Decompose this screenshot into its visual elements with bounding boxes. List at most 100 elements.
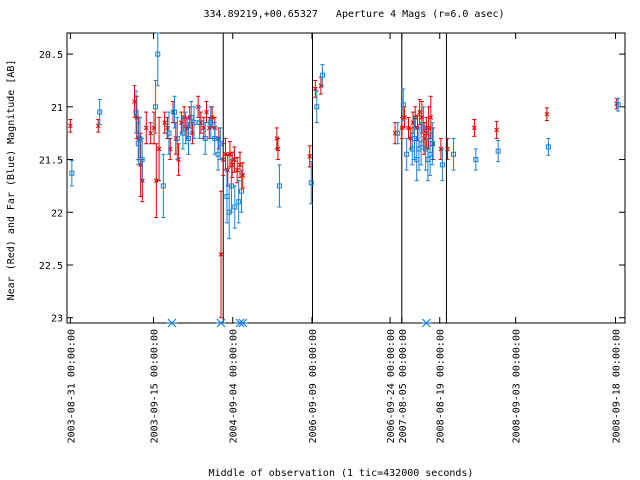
near-point xyxy=(307,145,313,168)
marker-x xyxy=(471,125,477,131)
near-point xyxy=(471,118,477,137)
near-point xyxy=(156,116,162,182)
far-point xyxy=(224,169,230,224)
x-tick-label: 2008-09-03 00:00:00 xyxy=(512,329,523,443)
far-point xyxy=(404,137,410,171)
marker-x xyxy=(544,111,550,117)
near-point xyxy=(417,98,423,126)
marker-x xyxy=(423,130,429,136)
marker-square xyxy=(188,114,194,120)
far-point xyxy=(545,137,551,156)
marker-square xyxy=(183,125,189,131)
x-tick-label: 2007-08-05 00:00:00 xyxy=(398,329,409,443)
marker-x xyxy=(223,151,228,157)
marker-square xyxy=(314,104,320,110)
far-point xyxy=(153,79,159,134)
x-tick-label: 2003-08-31 00:00:00 xyxy=(66,329,77,443)
marker-x xyxy=(67,123,73,129)
far-point xyxy=(276,164,282,208)
marker-square xyxy=(395,130,401,136)
marker-square xyxy=(217,141,223,147)
x-axis: 2003-08-31 00:00:00 2003-09-15 00:00:00 20… xyxy=(66,33,623,443)
marker-x xyxy=(392,130,398,136)
bottom-asterisk-marker xyxy=(237,318,248,328)
bottom-asterisk-marker xyxy=(166,318,177,328)
far-point xyxy=(473,148,479,171)
far-point xyxy=(188,101,194,134)
marker-square xyxy=(174,135,180,141)
marker-square xyxy=(160,183,166,189)
marker-square xyxy=(451,151,457,157)
marker-square xyxy=(545,144,551,150)
far-point xyxy=(183,111,189,145)
marker-square xyxy=(495,148,501,154)
near-point xyxy=(162,111,168,134)
far-point xyxy=(314,90,320,124)
marker-square xyxy=(400,102,406,108)
marker-x xyxy=(399,125,405,131)
near-point xyxy=(232,146,237,173)
far-point xyxy=(615,97,621,112)
marker-square xyxy=(615,102,621,108)
far-point xyxy=(155,32,161,87)
far-point xyxy=(185,122,191,155)
x-tick-label: 2003-09-15 00:00:00 xyxy=(149,329,160,443)
far-point xyxy=(197,106,203,139)
marker-square xyxy=(202,135,208,141)
x-tick-label: 2008-09-18 00:00:00 xyxy=(612,329,623,443)
far-point xyxy=(172,95,178,129)
marker-x xyxy=(426,125,431,131)
marker-x xyxy=(494,127,500,133)
far-point xyxy=(429,122,435,166)
data-marks xyxy=(67,32,621,328)
marker-square xyxy=(166,130,172,136)
far-point xyxy=(160,153,166,219)
marker-square xyxy=(232,204,238,210)
marker-x xyxy=(312,86,318,92)
marker-x xyxy=(428,115,434,120)
marker-x xyxy=(406,125,411,131)
y-axis: 20.5 21 21.5 22 22.5 23 xyxy=(39,50,625,325)
y-tick-label: 21 xyxy=(51,103,63,114)
y-axis-label-group: Near (Red) and Far (Blue) Magnitude [AB] xyxy=(6,60,17,301)
far-point xyxy=(236,180,242,224)
marker-square xyxy=(172,109,178,115)
marker-square xyxy=(153,104,159,110)
far-point xyxy=(139,137,145,182)
asterisk-stroke xyxy=(216,318,226,328)
marker-x xyxy=(237,162,243,168)
near-point xyxy=(445,137,450,161)
marker-x xyxy=(232,157,237,162)
far-point xyxy=(166,111,172,155)
x-tick-label: 2004-09-04 00:00:00 xyxy=(229,329,240,443)
marker-square xyxy=(197,120,203,126)
marker-x xyxy=(227,151,233,157)
marker-x xyxy=(153,178,159,183)
far-point xyxy=(217,127,223,161)
marker-x xyxy=(307,154,313,159)
y-tick-label: 22.5 xyxy=(39,261,63,272)
y-tick-label: 22 xyxy=(51,208,63,219)
far-point xyxy=(319,64,325,87)
near-point xyxy=(67,118,73,133)
y-axis-label: Near (Red) and Far (Blue) Magnitude [AB] xyxy=(6,60,17,301)
near-point xyxy=(494,121,500,139)
marker-square xyxy=(185,135,191,141)
marker-square xyxy=(69,170,75,176)
far-point xyxy=(238,169,244,213)
x-axis-label: Middle of observation (1 tic=432000 seco… xyxy=(209,468,474,479)
marker-square xyxy=(473,157,479,163)
near-point xyxy=(426,106,431,150)
near-point xyxy=(143,111,149,145)
marker-x xyxy=(143,125,149,131)
far-point xyxy=(133,90,139,134)
far-point xyxy=(69,160,75,187)
x-tick-label: 2006-09-24 00:00:00 xyxy=(386,329,397,443)
far-point xyxy=(232,185,238,229)
marker-square xyxy=(97,109,103,115)
far-point xyxy=(400,88,406,122)
marker-x xyxy=(218,252,224,257)
marker-square xyxy=(191,120,197,126)
plot-frame xyxy=(66,32,626,324)
